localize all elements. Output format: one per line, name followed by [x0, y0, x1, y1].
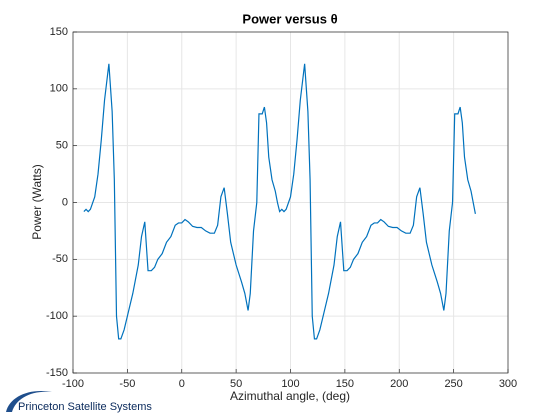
data-line: [83, 63, 476, 340]
x-tick-label: 150: [336, 378, 354, 390]
y-tick-label: 0: [62, 196, 68, 208]
x-tick-label: 50: [230, 378, 242, 390]
y-tick-label: -150: [46, 367, 68, 379]
x-axis-label: Azimuthal angle, (deg): [230, 389, 350, 403]
y-tick-label: 150: [50, 26, 68, 38]
x-tick-label: 200: [390, 378, 408, 390]
x-tick-label: -50: [119, 378, 135, 390]
y-tick-label: -50: [52, 253, 68, 265]
y-axis-label: Power (Watts): [30, 164, 44, 240]
logo: Princeton Satellite Systems: [6, 390, 152, 413]
x-tick-label: -100: [62, 378, 84, 390]
x-tick-label: 300: [499, 378, 517, 390]
axes-box: [72, 31, 509, 374]
y-tick-label: 100: [50, 83, 68, 95]
chart-title: Power versus θ: [242, 11, 337, 26]
logo-text: Princeton Satellite Systems: [18, 401, 152, 413]
y-tick-label: -100: [46, 310, 68, 322]
x-tick-label: 100: [281, 378, 299, 390]
logo-swoosh: [6, 390, 52, 412]
x-tick-label: 250: [444, 378, 462, 390]
y-tick-label: 50: [56, 140, 68, 152]
x-tick-label: 0: [179, 378, 185, 390]
